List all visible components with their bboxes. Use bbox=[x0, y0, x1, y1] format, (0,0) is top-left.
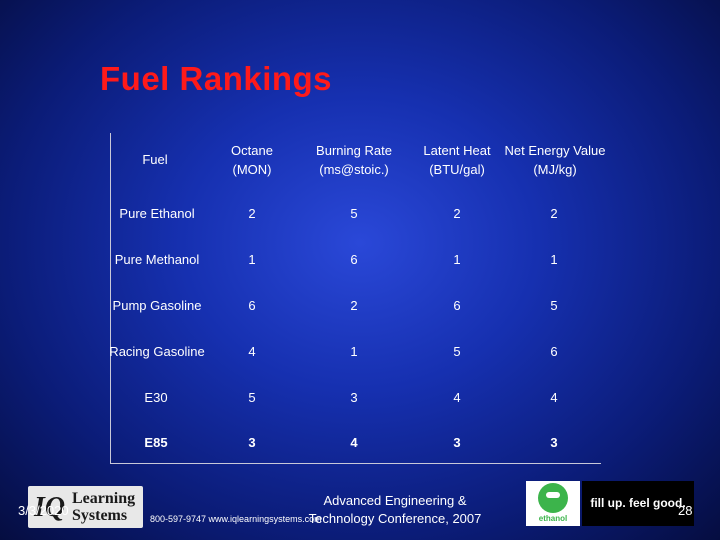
row-octane: 1 bbox=[248, 252, 256, 267]
conference-line-1: Advanced Engineering & bbox=[323, 493, 467, 508]
row-burning-rate: 5 bbox=[350, 206, 358, 221]
row-octane: 3 bbox=[248, 435, 256, 450]
ethanol-e-icon bbox=[538, 483, 568, 513]
header-burning-rate: Burning Rate bbox=[316, 143, 392, 158]
header-octane-unit: (MON) bbox=[232, 162, 272, 177]
row-burning-rate: 4 bbox=[350, 435, 358, 450]
page-number: 28 bbox=[678, 503, 693, 518]
row-latent-heat: 4 bbox=[453, 390, 461, 405]
row-latent-heat: 3 bbox=[453, 435, 461, 450]
row-net-energy: 3 bbox=[550, 435, 558, 450]
logo-word-systems: Systems bbox=[72, 507, 128, 524]
header-latent-heat-unit: (BTU/gal) bbox=[429, 162, 485, 177]
row-burning-rate: 1 bbox=[350, 344, 358, 359]
row-burning-rate: 3 bbox=[350, 390, 358, 405]
header-latent-heat: Latent Heat bbox=[423, 143, 491, 158]
row-octane: 5 bbox=[248, 390, 256, 405]
row-octane: 6 bbox=[248, 298, 256, 313]
rankings-table-frame bbox=[110, 133, 601, 464]
ethanol-logo: ethanol bbox=[526, 481, 580, 526]
row-octane: 2 bbox=[248, 206, 256, 221]
header-octane: Octane bbox=[231, 143, 273, 158]
row-fuel-name: Pure Ethanol bbox=[119, 206, 195, 221]
row-net-energy: 1 bbox=[550, 252, 558, 267]
row-latent-heat: 5 bbox=[453, 344, 461, 359]
row-net-energy: 5 bbox=[550, 298, 558, 313]
header-net-energy: Net Energy Value bbox=[504, 143, 606, 158]
row-burning-rate: 6 bbox=[350, 252, 358, 267]
conference-name: Advanced Engineering & Technology Confer… bbox=[295, 492, 495, 528]
tagline-banner: fill up. feel good. bbox=[582, 481, 694, 526]
logo-wordmark: Learning Systems bbox=[72, 490, 135, 524]
row-latent-heat: 1 bbox=[453, 252, 461, 267]
iq-logo-mark: IQ bbox=[34, 492, 66, 523]
ethanol-logo-label: ethanol bbox=[538, 514, 568, 523]
row-net-energy: 2 bbox=[550, 206, 558, 221]
logo-word-learning: Learning bbox=[72, 490, 136, 507]
row-burning-rate: 2 bbox=[350, 298, 358, 313]
iq-learning-systems-logo: IQ Learning Systems bbox=[28, 486, 143, 528]
row-fuel-name: Racing Gasoline bbox=[109, 344, 205, 359]
row-fuel-name: E85 bbox=[144, 435, 168, 450]
row-net-energy: 4 bbox=[550, 390, 558, 405]
row-fuel-name: E30 bbox=[144, 390, 168, 405]
row-latent-heat: 2 bbox=[453, 206, 461, 221]
header-burning-rate-unit: (ms@stoic.) bbox=[319, 162, 389, 177]
row-fuel-name: Pure Methanol bbox=[114, 252, 200, 267]
contact-info: 800-597-9747 www.iqlearningsystems.com bbox=[150, 514, 322, 524]
row-fuel-name: Pump Gasoline bbox=[112, 298, 202, 313]
row-net-energy: 6 bbox=[550, 344, 558, 359]
header-fuel: Fuel bbox=[142, 152, 168, 167]
slide-title: Fuel Rankings bbox=[100, 60, 333, 97]
conference-line-2: Technology Conference, 2007 bbox=[308, 511, 482, 526]
row-octane: 4 bbox=[248, 344, 256, 359]
header-net-energy-unit: (MJ/kg) bbox=[533, 162, 577, 177]
slide-date: 3/3/2020 bbox=[18, 503, 69, 518]
row-latent-heat: 6 bbox=[453, 298, 461, 313]
